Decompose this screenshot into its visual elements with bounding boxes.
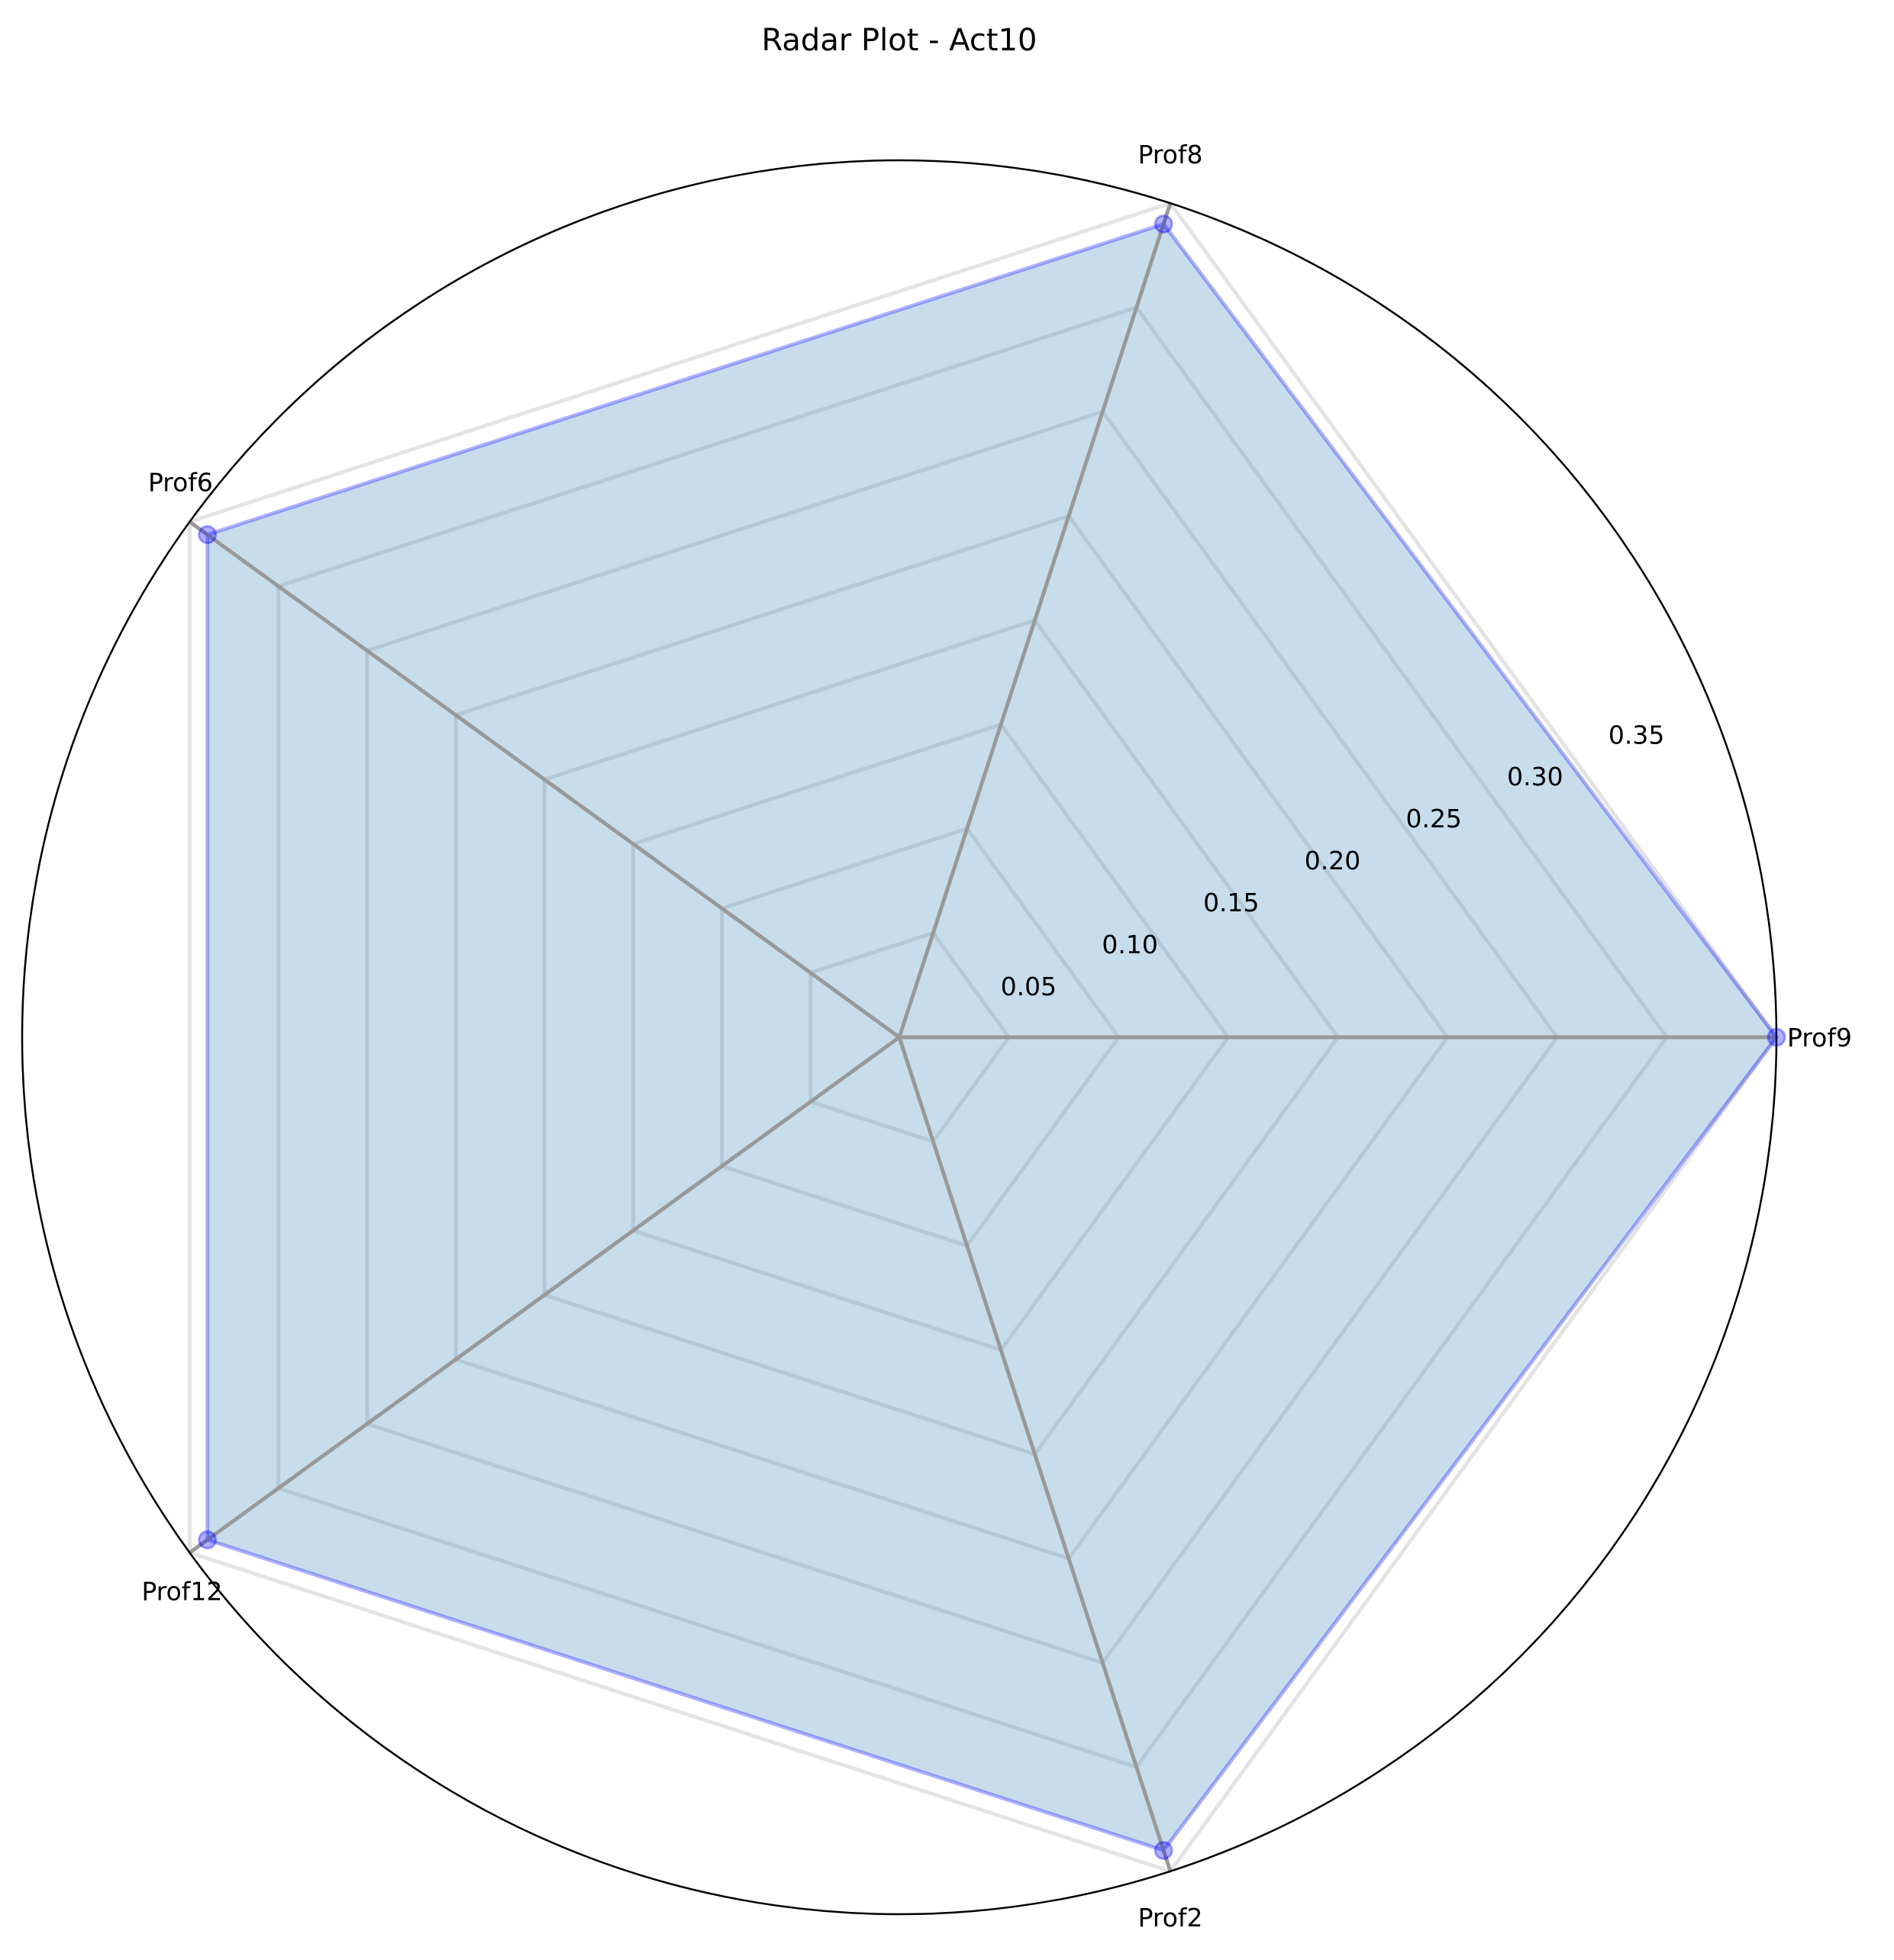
grid-layer xyxy=(187,201,1779,1874)
data-point-prof6 xyxy=(198,525,218,545)
spoke-prof6 xyxy=(188,520,901,1040)
grid-ring-5 xyxy=(453,514,1450,1561)
radial-tick-label: 0.10 xyxy=(1102,930,1157,959)
radial-tick-label: 0.30 xyxy=(1507,762,1563,791)
data-point-prof12 xyxy=(198,1530,218,1549)
data-point-prof2 xyxy=(1154,1840,1173,1860)
category-label-prof12: Prof12 xyxy=(141,1576,222,1606)
grid-ring-8 xyxy=(187,201,1779,1874)
category-label-prof9: Prof9 xyxy=(1787,1023,1852,1053)
category-label-prof6: Prof6 xyxy=(148,468,213,498)
radial-tick-label: 0.20 xyxy=(1305,846,1360,875)
radial-tick-label: 0.35 xyxy=(1608,720,1664,750)
grid-ring-4 xyxy=(542,617,1341,1457)
grid-ring-7 xyxy=(276,305,1670,1770)
spoke-layer xyxy=(188,202,1776,1872)
spoke-prof2 xyxy=(897,1036,1173,1872)
radial-tick-label: 0.15 xyxy=(1203,888,1259,917)
outer-frame xyxy=(21,159,1778,1916)
tick-layer: 0.05 0.10 0.15 0.20 0.25 0.30 0.35 xyxy=(1001,720,1665,1001)
grid-ring-1 xyxy=(808,930,1012,1144)
spoke-prof8 xyxy=(897,202,1173,1038)
grid-ring-3 xyxy=(631,722,1231,1352)
data-point-prof8 xyxy=(1154,214,1173,234)
radial-tick-label: 0.05 xyxy=(1001,972,1057,1001)
marker-layer xyxy=(198,214,1786,1860)
data-point-prof9 xyxy=(1767,1027,1786,1047)
chart-title: Radar Plot - Act10 xyxy=(762,23,1037,58)
category-label-prof8: Prof8 xyxy=(1138,140,1203,169)
grid-ring-2 xyxy=(720,826,1121,1249)
grid-ring-6 xyxy=(365,409,1560,1665)
category-label-prof2: Prof2 xyxy=(1138,1903,1203,1933)
spoke-prof12 xyxy=(188,1035,901,1555)
radial-tick-label: 0.25 xyxy=(1405,804,1461,833)
label-layer: Prof9 Prof8 Prof6 Prof12 Prof2 xyxy=(141,140,1852,1933)
